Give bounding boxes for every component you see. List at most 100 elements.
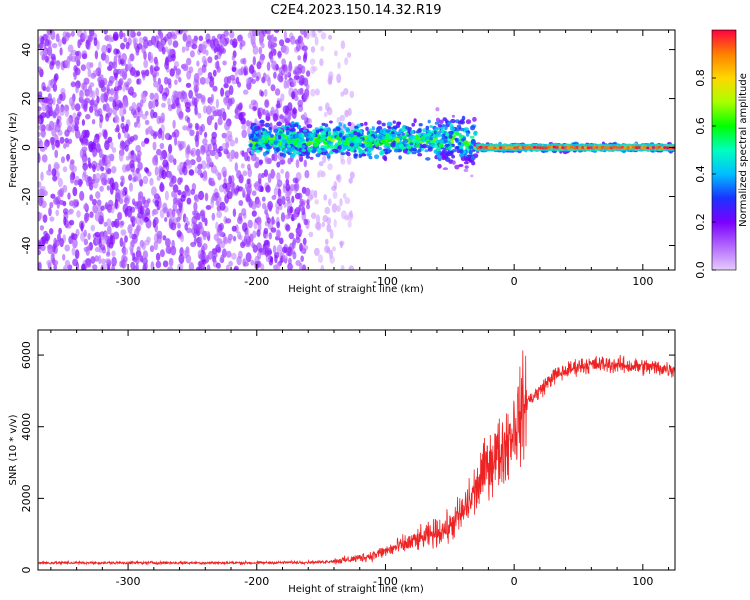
- spectrogram-cell: [51, 43, 58, 49]
- spectrogram-cell: [108, 34, 113, 43]
- spectrogram-cell: [266, 247, 272, 257]
- spectrogram-cell: [470, 174, 474, 178]
- spectrogram-x-tick-label: 100: [632, 275, 653, 288]
- spectrogram-cell: [186, 34, 192, 45]
- spectrogram-cell: [71, 165, 78, 173]
- spectrogram-cell: [329, 120, 333, 124]
- spectrogram-cell: [159, 181, 164, 191]
- spectrogram-cell: [59, 47, 63, 56]
- spectrogram-cell: [103, 30, 108, 35]
- spectrogram-cell: [95, 87, 99, 98]
- spectrogram-cell: [279, 237, 284, 245]
- spectrogram-cell: [391, 131, 395, 135]
- spectrogram-cell: [409, 135, 414, 141]
- spectrogram-cell: [38, 140, 44, 149]
- spectrogram-cell: [378, 135, 383, 139]
- spectrogram-cell: [234, 151, 239, 159]
- spectrogram-cell: [287, 157, 292, 165]
- spectrogram-cell: [172, 184, 179, 193]
- spectrogram-cell: [347, 220, 352, 228]
- spectrogram-cell: [49, 216, 55, 222]
- spectrogram-cell: [253, 126, 259, 132]
- spectrogram-cell: [46, 259, 52, 266]
- spectrogram-cell: [306, 70, 311, 77]
- spectrogram-cell: [177, 189, 182, 196]
- spectrogram-cell: [164, 46, 169, 53]
- spectrogram-cell: [365, 126, 369, 131]
- spectrogram-cell: [456, 149, 461, 154]
- spectrogram-cell: [88, 176, 92, 187]
- spectrogram-cell: [171, 208, 176, 218]
- spectrogram-cell: [267, 39, 272, 49]
- spectrogram-cell: [273, 36, 277, 43]
- spectrogram-cell: [429, 143, 435, 147]
- spectrogram-cell: [146, 198, 151, 204]
- spectrogram-cell: [50, 253, 55, 263]
- spectrogram-cell: [177, 222, 181, 229]
- spectrogram-cell: [56, 118, 60, 125]
- spectrogram-cell: [263, 227, 269, 235]
- spectrogram-cell: [374, 154, 380, 159]
- spectrogram-cell: [201, 55, 207, 64]
- spectrogram-cell: [118, 197, 124, 204]
- spectrogram-cell: [129, 53, 135, 62]
- spectrogram-cell: [58, 39, 62, 47]
- spectrogram-cell: [124, 197, 130, 205]
- spectrogram-cell: [83, 77, 90, 85]
- spectrogram-cell: [376, 126, 381, 132]
- spectrogram-cell: [120, 229, 127, 236]
- spectrogram-cell: [288, 232, 295, 240]
- spectrogram-cell: [252, 106, 257, 112]
- spectrogram-cell: [197, 67, 204, 76]
- spectrogram-cell: [258, 222, 262, 231]
- spectrogram-cell: [302, 264, 307, 270]
- spectrogram-cell: [328, 34, 333, 40]
- spectrogram-cell: [367, 153, 372, 157]
- spectrogram-cell: [283, 45, 290, 55]
- spectrogram-cell: [169, 181, 174, 188]
- spectrogram-cell: [53, 260, 59, 266]
- spectrogram-cell: [395, 131, 402, 135]
- spectrogram-cell: [146, 126, 153, 135]
- spectrogram-cell: [230, 149, 236, 160]
- spectrogram-cell: [204, 131, 208, 138]
- spectrogram-cell: [235, 224, 239, 234]
- spectrogram-cell: [153, 80, 159, 88]
- spectrogram-cell: [142, 250, 148, 260]
- spectrogram-cell: [136, 31, 142, 37]
- spectrogram-cell: [164, 60, 170, 70]
- spectrogram-cell: [371, 126, 375, 131]
- spectrogram-cell: [45, 110, 51, 119]
- spectrogram-cell: [343, 123, 347, 129]
- spectrogram-cell: [195, 148, 201, 157]
- spectrogram-cell: [315, 221, 322, 231]
- spectrogram-cell: [72, 238, 78, 249]
- spectrogram-cell: [125, 83, 129, 91]
- spectrogram-cell: [216, 210, 223, 219]
- spectrogram-cell: [133, 175, 138, 182]
- spectrogram-cell: [64, 137, 69, 144]
- spectrogram-cell: [305, 155, 311, 159]
- spectrogram-cell: [347, 107, 352, 116]
- spectrogram-cell: [64, 129, 70, 137]
- spectrogram-cell: [51, 168, 57, 177]
- spectrogram-cell: [269, 140, 274, 145]
- spectrogram-cell: [161, 95, 167, 102]
- spectrogram-cell: [48, 125, 52, 132]
- spectrogram-cell: [103, 172, 108, 180]
- spectrogram-cell: [426, 133, 431, 137]
- spectrogram-cell: [287, 144, 292, 149]
- spectrogram-cell: [50, 53, 56, 61]
- spectrogram-cell: [258, 146, 263, 151]
- spectrogram-cell: [331, 203, 338, 213]
- spectrogram-cell: [198, 43, 205, 52]
- spectrogram-cell: [131, 102, 137, 110]
- spectrogram-cell: [132, 170, 138, 177]
- spectrogram-cell: [159, 249, 165, 258]
- spectrogram-cell: [177, 177, 182, 186]
- spectrogram-cell: [91, 119, 96, 125]
- spectrogram-cell: [384, 142, 390, 146]
- spectrogram-cell: [88, 89, 94, 98]
- spectrogram-cell: [193, 232, 197, 239]
- spectrogram-cell: [175, 73, 180, 79]
